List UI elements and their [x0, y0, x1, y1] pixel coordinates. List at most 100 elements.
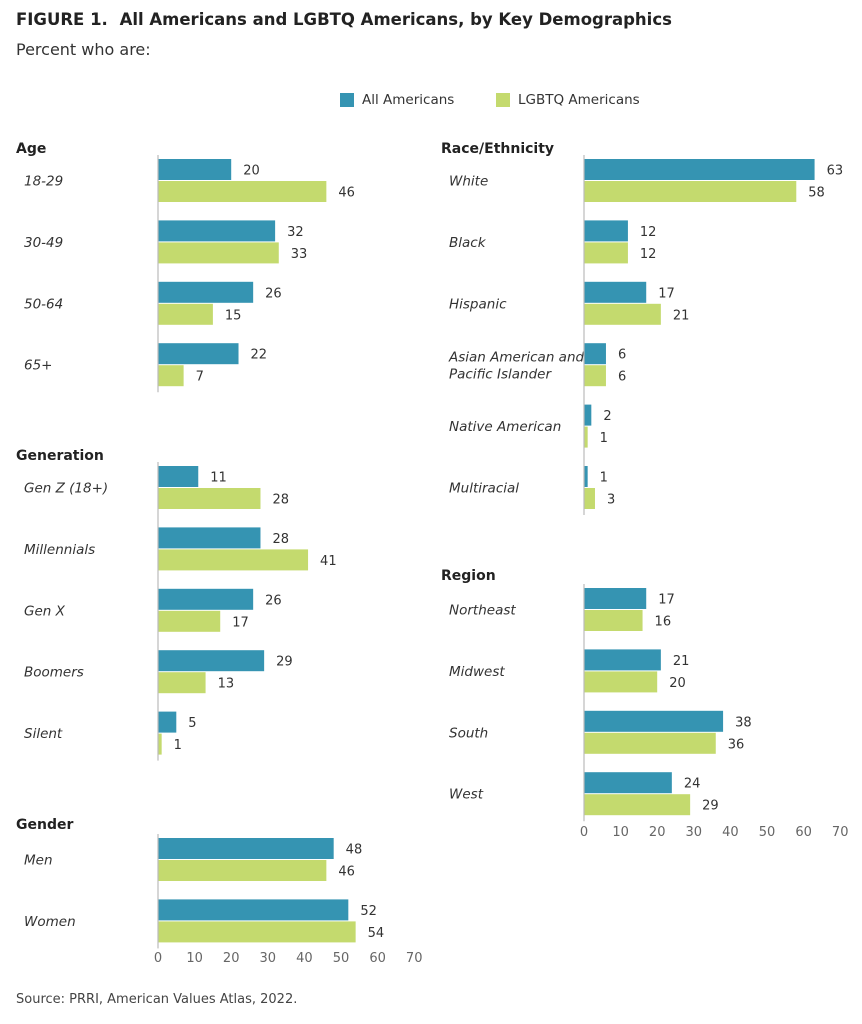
category-label-millennials: Millennials	[24, 542, 95, 558]
bar-age-50-64-all-americans	[158, 281, 254, 303]
category-label-gen-x: Gen X	[24, 603, 66, 619]
panel-title-gender: Gender	[16, 817, 73, 833]
data-label-region-northeast-lgbtq-americans: 16	[655, 615, 672, 630]
bar-race-ethnicity-asian-american-and-pacific-islander-lgbtq-americans	[584, 365, 606, 387]
data-label-generation-gen-x-lgbtq-americans: 17	[232, 615, 249, 630]
data-label-race-ethnicity-white-lgbtq-americans: 58	[808, 186, 825, 201]
data-label-region-west-lgbtq-americans: 29	[702, 799, 719, 814]
bar-race-ethnicity-multiracial-lgbtq-americans	[584, 488, 595, 509]
bar-generation-gen-z-18-lgbtq-americans	[158, 488, 261, 509]
data-label-age-18-29-all-americans: 20	[243, 164, 260, 179]
category-label-hispanic: Hispanic	[449, 296, 507, 312]
bar-age-30-49-all-americans	[158, 220, 276, 242]
legend-label-lgbtq-americans: LGBTQ Americans	[518, 92, 640, 108]
data-label-age-65-lgbtq-americans: 7	[196, 370, 204, 385]
bar-race-ethnicity-hispanic-lgbtq-americans	[584, 303, 661, 325]
chart-legend: All Americans LGBTQ Americans	[0, 92, 862, 114]
bar-gender-women-all-americans	[158, 899, 349, 921]
data-label-region-west-all-americans: 24	[684, 777, 701, 792]
figure-title: FIGURE 1. All Americans and LGBTQ Americ…	[16, 10, 672, 29]
figure-number: FIGURE 1.	[16, 10, 108, 29]
bar-race-ethnicity-white-lgbtq-americans	[584, 181, 797, 202]
category-label-midwest: Midwest	[449, 664, 505, 680]
panel-title-generation: Generation	[16, 448, 104, 464]
bar-region-midwest-all-americans	[584, 649, 661, 671]
legend-label-all-americans: All Americans	[362, 92, 455, 108]
bar-race-ethnicity-black-all-americans	[584, 220, 628, 242]
data-label-race-ethnicity-hispanic-lgbtq-americans: 21	[673, 308, 690, 323]
bar-region-west-all-americans	[584, 772, 672, 794]
data-label-region-south-lgbtq-americans: 36	[728, 737, 745, 752]
bar-age-65-lgbtq-americans	[158, 365, 184, 387]
bar-race-ethnicity-multiracial-all-americans	[584, 466, 588, 487]
data-label-race-ethnicity-native-american-all-americans: 2	[603, 409, 611, 424]
tick-label-gender-60: 60	[369, 951, 386, 966]
data-label-age-50-64-all-americans: 26	[265, 286, 282, 301]
tick-label-gender-70: 70	[406, 951, 423, 966]
bar-age-65-all-americans	[158, 343, 239, 365]
bar-region-south-lgbtq-americans	[584, 732, 716, 754]
bar-generation-boomers-all-americans	[158, 650, 265, 672]
data-label-race-ethnicity-black-lgbtq-americans: 12	[640, 247, 657, 262]
data-label-region-northeast-all-americans: 17	[658, 593, 675, 608]
category-label-50-64: 50-64	[24, 296, 63, 312]
data-label-race-ethnicity-native-american-lgbtq-americans: 1	[600, 431, 608, 446]
bar-generation-silent-lgbtq-americans	[158, 733, 162, 755]
category-label-asian-american-and-pacific-islander: Asian American and Pacific Islander	[448, 350, 585, 383]
tick-label-region-60: 60	[795, 825, 812, 840]
data-label-region-south-all-americans: 38	[735, 715, 752, 730]
bar-region-northeast-lgbtq-americans	[584, 610, 643, 631]
data-label-generation-millennials-lgbtq-americans: 41	[320, 554, 337, 569]
category-label-65: 65+	[24, 358, 53, 374]
legend-swatch-lgbtq-americans	[496, 93, 510, 107]
category-label-silent: Silent	[24, 726, 63, 742]
bar-race-ethnicity-black-lgbtq-americans	[584, 242, 628, 264]
data-label-generation-boomers-all-americans: 29	[276, 655, 293, 670]
data-label-race-ethnicity-multiracial-all-americans: 1	[600, 471, 608, 486]
tick-label-gender-30: 30	[260, 951, 277, 966]
data-label-race-ethnicity-asian-american-and-pacific-islander-lgbtq-americans: 6	[618, 370, 626, 385]
data-label-race-ethnicity-multiracial-lgbtq-americans: 3	[607, 493, 615, 508]
data-label-age-18-29-lgbtq-americans: 46	[338, 186, 355, 201]
category-label-boomers: Boomers	[24, 665, 84, 681]
data-label-gender-women-all-americans: 52	[360, 904, 377, 919]
bar-region-west-lgbtq-americans	[584, 794, 691, 816]
data-label-age-30-49-all-americans: 32	[287, 225, 304, 240]
bar-age-18-29-lgbtq-americans	[158, 181, 327, 202]
source-note: Source: PRRI, American Values Atlas, 202…	[16, 992, 298, 1007]
data-label-age-30-49-lgbtq-americans: 33	[291, 247, 308, 262]
bar-generation-silent-all-americans	[158, 711, 177, 733]
category-label-men: Men	[24, 853, 53, 869]
bar-generation-gen-x-all-americans	[158, 588, 254, 610]
panel-title-race-ethnicity: Race/Ethnicity	[441, 141, 554, 157]
tick-label-region-0: 0	[580, 825, 588, 840]
data-label-age-65-all-americans: 22	[251, 348, 268, 363]
category-label-west: West	[449, 787, 484, 803]
bar-race-ethnicity-hispanic-all-americans	[584, 281, 647, 303]
bar-region-midwest-lgbtq-americans	[584, 671, 658, 693]
data-label-race-ethnicity-black-all-americans: 12	[640, 225, 657, 240]
figure-subtitle: Percent who are:	[16, 40, 151, 59]
category-label-multiracial: Multiracial	[449, 481, 519, 497]
legend-swatch-all-americans	[340, 93, 354, 107]
tick-label-region-20: 20	[649, 825, 666, 840]
legend-item-all-americans: All Americans	[340, 92, 454, 108]
category-label-native-american: Native American	[449, 419, 561, 435]
category-label-south: South	[449, 725, 488, 741]
category-label-black: Black	[449, 235, 487, 251]
category-label-gen-z-18: Gen Z (18+)	[24, 481, 108, 497]
category-label-women: Women	[24, 914, 76, 930]
category-label-18-29: 18-29	[24, 174, 63, 190]
bar-race-ethnicity-white-all-americans	[584, 159, 815, 180]
bar-generation-millennials-lgbtq-americans	[158, 549, 309, 571]
bar-generation-gen-z-18-all-americans	[158, 466, 199, 487]
panel-title-age: Age	[16, 141, 46, 157]
data-label-generation-gen-x-all-americans: 26	[265, 593, 282, 608]
panel-title-region: Region	[441, 568, 496, 584]
category-label-white: White	[449, 174, 488, 190]
data-label-region-midwest-all-americans: 21	[673, 654, 690, 669]
data-label-generation-gen-z-18-all-americans: 11	[210, 471, 227, 486]
data-label-race-ethnicity-asian-american-and-pacific-islander-all-americans: 6	[618, 348, 626, 363]
bar-gender-men-all-americans	[158, 838, 334, 859]
